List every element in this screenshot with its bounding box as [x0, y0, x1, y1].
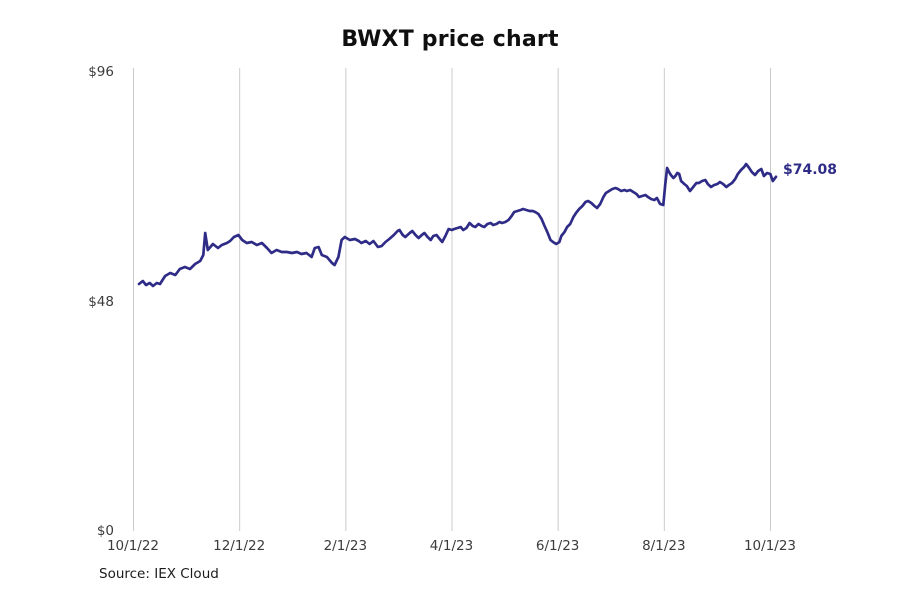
x-axis-tick-label: 8/1/23	[642, 538, 686, 554]
x-axis-tick-label: 4/1/23	[429, 538, 474, 554]
x-axis-tick-label: 10/1/23	[743, 538, 797, 554]
y-axis-tick-label: $96	[88, 64, 114, 80]
x-axis-tick-label: 10/1/22	[106, 538, 160, 554]
x-axis-tick-label: 6/1/23	[535, 538, 580, 554]
chart-title: BWXT price chart	[341, 27, 559, 52]
gridlines	[133, 68, 771, 531]
y-axis-tick-label: $0	[96, 523, 114, 539]
x-axis-tick-label: 12/1/22	[213, 538, 266, 554]
y-axis-tick-label: $48	[88, 293, 114, 310]
latest-price-label: $74.08	[783, 161, 838, 178]
price-line	[137, 162, 778, 288]
source-attribution: Source: IEX Cloud	[99, 566, 219, 582]
x-axis-tick-label: 2/1/23	[323, 538, 368, 554]
